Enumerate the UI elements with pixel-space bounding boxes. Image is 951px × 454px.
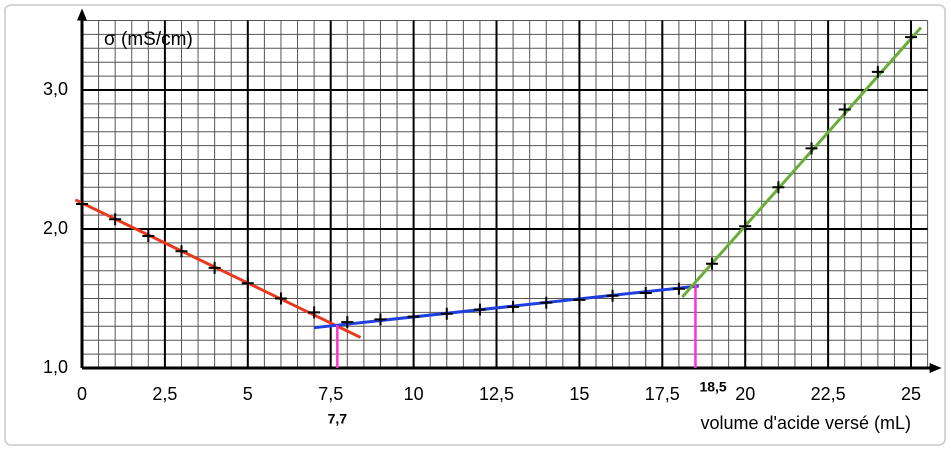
x-tick-label: 25 [901, 384, 921, 404]
data-point [76, 197, 88, 210]
y-arrow [77, 8, 87, 21]
frame [4, 4, 946, 446]
data-point [208, 261, 221, 274]
data-point [109, 213, 122, 226]
data-point [440, 307, 453, 320]
data-point [142, 229, 155, 242]
data-point [341, 316, 354, 329]
x-tick-label: 12,5 [479, 384, 514, 404]
data-point [507, 300, 520, 313]
data-point [374, 313, 387, 326]
y-tick-label: 1,0 [43, 357, 68, 377]
x-arrow [929, 363, 942, 373]
data-point [274, 292, 287, 305]
data-point [407, 310, 420, 323]
data-point [871, 65, 884, 78]
x-tick-label: 10 [404, 384, 424, 404]
data-point [706, 257, 719, 270]
data-point [905, 31, 918, 44]
x-tick-label: 15 [569, 384, 589, 404]
data-point [672, 282, 685, 295]
data-point [739, 220, 752, 233]
equivalence-label: 18,5 [699, 379, 726, 395]
data-point [175, 245, 188, 258]
equivalence-label: 7,7 [328, 411, 348, 427]
data-point [838, 103, 851, 116]
fit-line [313, 284, 699, 330]
data-point [540, 296, 553, 309]
data-point [772, 181, 785, 194]
x-tick-label: 20 [735, 384, 755, 404]
data-point [606, 289, 619, 302]
x-tick-label: 2,5 [152, 384, 177, 404]
data-point [473, 303, 486, 316]
y-axis-label: σ (mS/cm) [104, 29, 193, 50]
x-tick-label: 7,5 [318, 384, 343, 404]
data-point [805, 142, 818, 155]
data-point [639, 286, 652, 299]
x-axis-label: volume d'acide versé (mL) [700, 413, 911, 433]
x-tick-label: 5 [243, 384, 253, 404]
y-tick-label: 2,0 [43, 218, 68, 238]
y-tick-label: 3,0 [43, 79, 68, 99]
x-tick-label: 22,5 [811, 384, 846, 404]
data-point [241, 277, 254, 290]
x-tick-label: 17,5 [645, 384, 680, 404]
data-point [308, 306, 321, 319]
marks: 7,7 18,5 [74, 26, 923, 427]
data-point [573, 293, 586, 306]
x-tick-label: 0 [77, 384, 87, 404]
